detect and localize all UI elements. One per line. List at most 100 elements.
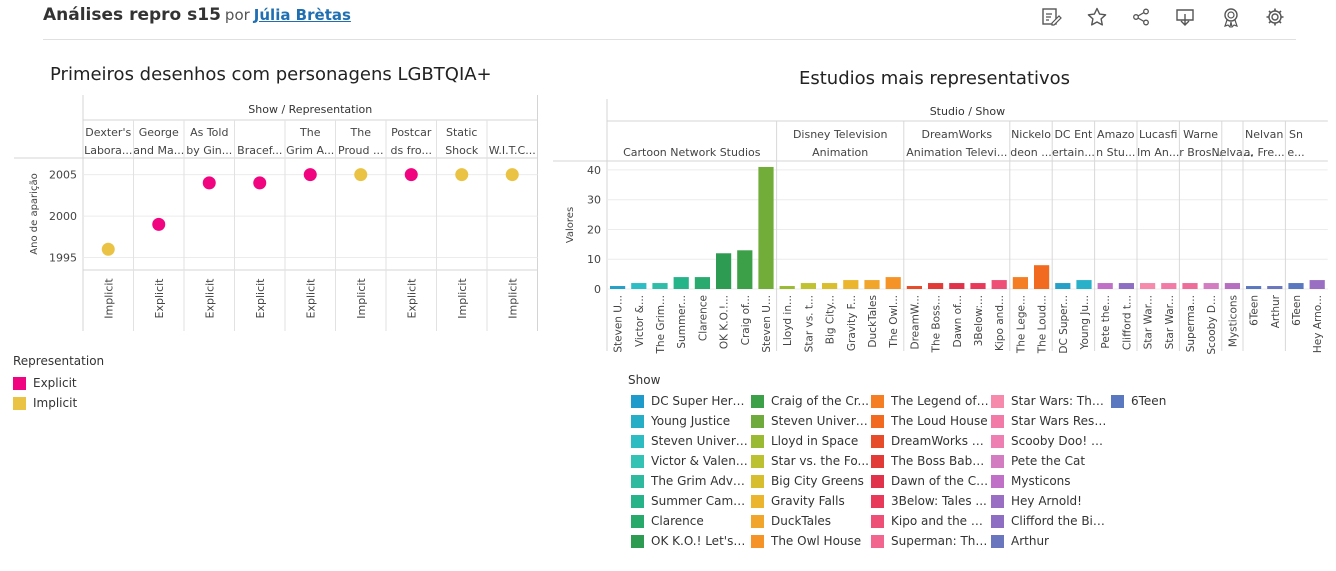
download-icon[interactable]: [1174, 6, 1198, 28]
legend-swatch: [631, 514, 644, 528]
legend-swatch: [991, 474, 1004, 488]
legend-label: Hey Arnold!: [1011, 494, 1082, 508]
data-point: [253, 176, 267, 190]
legend-swatch: [631, 414, 644, 428]
studio-label: n Stu...: [1096, 146, 1135, 159]
legend-item[interactable]: Arthur: [991, 531, 1109, 551]
legend-item[interactable]: The Owl House: [751, 531, 869, 551]
legend-swatch: [991, 514, 1004, 528]
legend-item[interactable]: 6Teen: [1111, 391, 1229, 411]
share-icon[interactable]: [1130, 6, 1154, 28]
legend-label: The Boss Baby:...: [891, 454, 989, 468]
y-tick-label: 0: [594, 283, 601, 296]
legend-item[interactable]: Summer Camp ...: [631, 491, 749, 511]
legend-swatch: [871, 414, 884, 428]
legend-item[interactable]: Gravity Falls: [751, 491, 869, 511]
legend-item[interactable]: The Legend of ...: [871, 391, 989, 411]
legend-item[interactable]: Big City Greens: [751, 471, 869, 491]
legend-item[interactable]: OK K.O.! Let's B...: [631, 531, 749, 551]
legend-label: Clifford the Big ...: [1011, 514, 1109, 528]
legend-swatch: [631, 394, 644, 408]
representation-label: Implicit: [456, 278, 469, 319]
studio-label: Warne: [1183, 128, 1218, 141]
legend-swatch: [991, 454, 1004, 468]
y-tick-label: 10: [587, 253, 601, 266]
legend-label: 6Teen: [1131, 394, 1167, 408]
studio-label: Animation Televi...: [906, 146, 1007, 159]
show-label: As Told: [190, 126, 228, 139]
legend-item[interactable]: The Loud House: [871, 411, 989, 431]
legend-label: Mysticons: [1011, 474, 1071, 488]
show-label: and Ma...: [133, 144, 184, 157]
bar: [694, 277, 710, 289]
legend-item[interactable]: Victor & Valenti...: [631, 451, 749, 471]
legend-item[interactable]: The Boss Baby:...: [871, 451, 989, 471]
star-icon[interactable]: [1086, 6, 1110, 28]
legend-swatch: [991, 434, 1004, 448]
legend-item[interactable]: Clarence: [631, 511, 749, 531]
legend-item[interactable]: The Grim Adve...: [631, 471, 749, 491]
legend-swatch: [991, 394, 1004, 408]
legend-item[interactable]: Hey Arnold!: [991, 491, 1109, 511]
legend-item[interactable]: DuckTales: [751, 511, 869, 531]
studio-label: deon ...: [1010, 146, 1051, 159]
legend-swatch: [631, 534, 644, 548]
bar: [1034, 265, 1050, 289]
legend-item[interactable]: 3Below: Tales ...: [871, 491, 989, 511]
settings-icon[interactable]: [1264, 6, 1288, 28]
legend-item-implicit[interactable]: Implicit: [13, 393, 213, 413]
data-point: [202, 176, 216, 190]
legend-item[interactable]: Kipo and the A...: [871, 511, 989, 531]
bar: [1267, 286, 1283, 289]
studio-label: ertain...: [1052, 146, 1095, 159]
bar: [1288, 283, 1304, 289]
author-link[interactable]: Júlia Brètas: [253, 6, 351, 24]
show-label: Pete the...: [1100, 295, 1112, 349]
edit-icon[interactable]: [1040, 6, 1064, 28]
legend-item-explicit[interactable]: Explicit: [13, 373, 213, 393]
studio-label: Animation: [812, 146, 868, 159]
legend-label: Explicit: [33, 376, 77, 390]
legend-column: Star Wars: The ... Star Wars Resi... Scoob…: [991, 391, 1109, 551]
badge-icon[interactable]: [1220, 6, 1244, 29]
legend-item[interactable]: Steven Univers...: [631, 431, 749, 451]
show-label: Gravity F...: [846, 295, 858, 351]
legend-label: Superman: The...: [891, 534, 989, 548]
legend-item[interactable]: Steven Universe: [751, 411, 869, 431]
legend-item[interactable]: Dawn of the Cr...: [871, 471, 989, 491]
legend-item[interactable]: Star Wars: The ...: [991, 391, 1109, 411]
legend-item[interactable]: Superman: The...: [871, 531, 989, 551]
show-label: Star War...: [1143, 295, 1155, 349]
legend-item[interactable]: Pete the Cat: [991, 451, 1109, 471]
bar: [885, 277, 901, 289]
legend-swatch: [871, 454, 884, 468]
legend-item[interactable]: Clifford the Big ...: [991, 511, 1109, 531]
legend-item[interactable]: Young Justice: [631, 411, 749, 431]
legend-item[interactable]: Craig of the Cr...: [751, 391, 869, 411]
legend-label: Steven Universe: [771, 414, 869, 428]
legend-item[interactable]: Mysticons: [991, 471, 1109, 491]
bar: [1140, 283, 1156, 289]
legend-label: OK K.O.! Let's B...: [651, 534, 749, 548]
legend-item[interactable]: DC Super Hero ...: [631, 391, 749, 411]
show-label: ds fro...: [391, 144, 432, 157]
legend-swatch: [991, 534, 1004, 548]
legend-label: Implicit: [33, 396, 78, 410]
representation-label: Explicit: [153, 278, 166, 319]
legend-swatch: [871, 394, 884, 408]
legend-label: Star Wars Resi...: [1011, 414, 1109, 428]
y-axis-title: Ano de aparição: [29, 173, 40, 254]
legend-column: The Legend of ... The Loud House DreamWork…: [871, 391, 989, 551]
studio-label: Lucasfi: [1139, 128, 1177, 141]
legend-item[interactable]: Scooby Doo! M...: [991, 431, 1109, 451]
legend-item[interactable]: DreamWorks D...: [871, 431, 989, 451]
legend-item[interactable]: Lloyd in Space: [751, 431, 869, 451]
legend-label: DuckTales: [771, 514, 832, 528]
bar: [864, 280, 880, 289]
bar: [843, 280, 859, 289]
show-label: Clarence: [697, 295, 709, 341]
bar-chart: Studio / Show 0 10 20 30 40 Valores Cartoon Net…: [553, 99, 1328, 354]
show-label: Grim A...: [286, 144, 334, 157]
legend-item[interactable]: Star vs. the Fo...: [751, 451, 869, 471]
legend-item[interactable]: Star Wars Resi...: [991, 411, 1109, 431]
